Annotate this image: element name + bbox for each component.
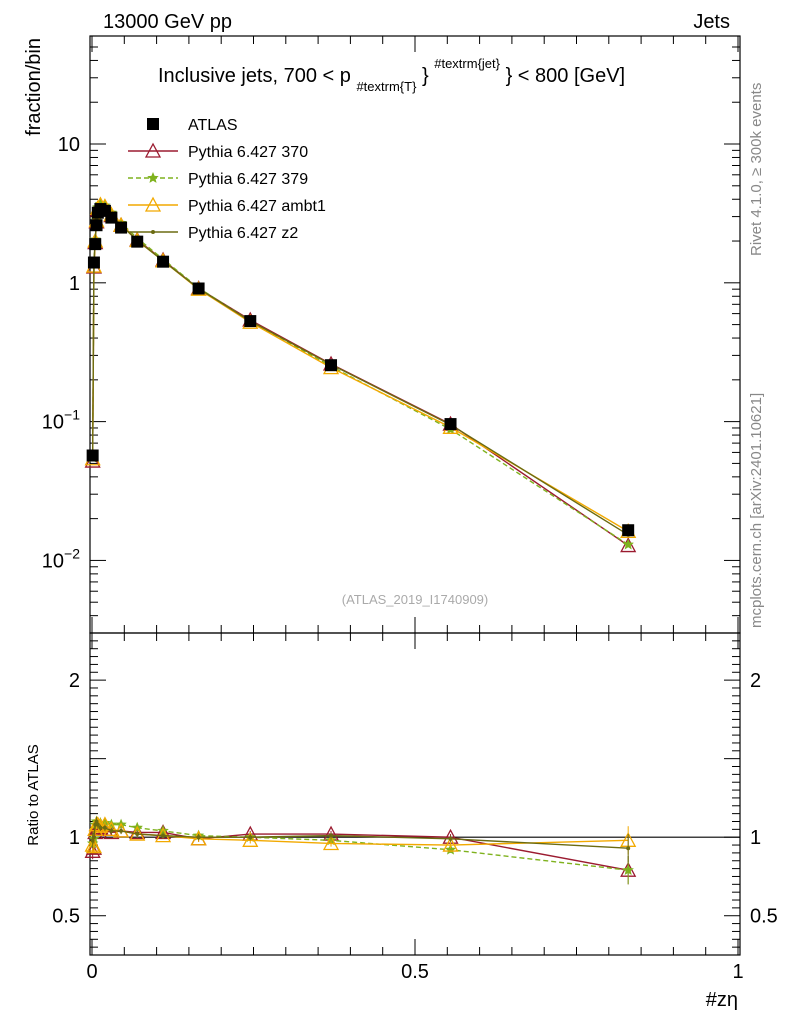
- energy-label: 13000 GeV pp: [103, 11, 232, 33]
- y-axis-label: fraction/bin: [23, 38, 45, 136]
- y-tick-label: 10: [58, 134, 80, 156]
- ratio-point: [442, 836, 459, 852]
- data-point: [444, 418, 457, 431]
- legend-label: Pythia 6.427 z2: [188, 225, 298, 242]
- legend: ATLAS Pythia 6.427 370 Pythia 6.427 379 Pyt…: [128, 117, 326, 242]
- plot-title: Inclusive jets, 700 < p #textrm{T} } #te…: [158, 51, 625, 96]
- data-point: [86, 449, 99, 462]
- ratio-tick-label-left: 1: [69, 827, 80, 849]
- ratio-point: [329, 833, 334, 838]
- legend-marker: [147, 118, 159, 130]
- legend-label: ATLAS: [188, 117, 238, 134]
- ratio-point: [85, 838, 103, 854]
- x-tick-label: 1: [732, 961, 743, 983]
- legend-marker: [144, 196, 162, 212]
- legend-entry: ATLAS: [147, 117, 238, 134]
- y-tick-label: 10−1: [42, 407, 80, 434]
- data-point: [87, 256, 100, 269]
- title-brace: }: [422, 65, 429, 87]
- legend-marker: [151, 230, 155, 234]
- legend-marker: [147, 172, 159, 183]
- data-point: [622, 524, 635, 537]
- ratio-point: [98, 825, 103, 830]
- y-tick-label: 10−2: [42, 545, 80, 572]
- series-pythia-6-427-ambt1: [84, 196, 637, 538]
- series-pythia-6-427-370: [84, 197, 637, 553]
- legend-entry: Pythia 6.427 z2: [128, 225, 298, 242]
- ratio-series-pythia-6-427-379: [86, 815, 634, 885]
- series-line: [91, 203, 629, 532]
- ratio-point: [242, 831, 259, 847]
- series-atlas: [86, 203, 635, 537]
- ratio-tick-label-right: 0.5: [750, 906, 778, 928]
- series-layer: [84, 196, 637, 553]
- data-point: [192, 282, 205, 295]
- data-point: [622, 538, 634, 550]
- ratio-tick-label-right: 2: [750, 670, 761, 692]
- legend-label: Pythia 6.427 370: [188, 144, 308, 161]
- ratio-point: [161, 833, 166, 838]
- data-point: [115, 221, 128, 234]
- legend-entry: Pythia 6.427 ambt1: [128, 196, 326, 215]
- y-tick-label: 1: [69, 273, 80, 295]
- ratio-point: [448, 836, 453, 841]
- title-main: Inclusive jets, 700 < p: [158, 65, 351, 87]
- svg-text:Inclusive jets, 700 < p: Inclusive jets, 700 < p #textrm{T} } #te…: [158, 51, 625, 96]
- series-line: [91, 203, 629, 546]
- data-point: [90, 219, 103, 232]
- x-tick-label: 0: [86, 961, 97, 983]
- legend-entry: Pythia 6.427 370: [128, 142, 308, 161]
- ratio-tick-label-left: 0.5: [52, 906, 80, 928]
- legend-label: Pythia 6.427 379: [188, 171, 308, 188]
- ratio-point: [95, 822, 100, 827]
- ratio-tick-label-right: 1: [750, 827, 761, 849]
- ratio-point: [322, 835, 340, 851]
- ratio-line: [92, 826, 629, 871]
- analysis-id-label: (ATLAS_2019_I1740909): [342, 592, 488, 607]
- data-point: [157, 255, 170, 268]
- ratio-point: [190, 830, 207, 846]
- ratio-series-pythia-6-427-370: [84, 819, 637, 885]
- data-point: [620, 537, 637, 553]
- axes-layer: 0 0.5 1 10−2 10−1 1 10 0.5 0.5 1 1 2 2: [42, 35, 778, 983]
- data-point: [244, 315, 257, 328]
- ratio-point: [102, 825, 107, 830]
- series-line: [91, 204, 629, 547]
- ratio-series-pythia-6-427-z2: [90, 816, 631, 863]
- data-point: [131, 235, 144, 248]
- series-pythia-6-427-379: [86, 197, 634, 550]
- x-axis-label: #zη: [706, 989, 738, 1011]
- ratio-line: [91, 820, 629, 871]
- ratio-y-axis-label: Ratio to ATLAS: [25, 744, 42, 845]
- ratio-point: [622, 864, 634, 876]
- ratio-point: [444, 843, 457, 855]
- ratio-point: [91, 835, 96, 840]
- ratio-plot-frame: [89, 632, 741, 956]
- ratio-point: [129, 824, 146, 840]
- ratio-point: [135, 832, 140, 837]
- series-pythia-6-427-z2: [90, 203, 631, 537]
- ratio-point: [248, 835, 253, 840]
- data-point: [89, 238, 102, 251]
- series-line: [91, 204, 629, 536]
- title-subscript: #textrm{T}: [356, 79, 417, 94]
- category-label: Jets: [693, 11, 730, 33]
- ratio-point: [119, 828, 124, 833]
- legend-label: Pythia 6.427 ambt1: [188, 198, 326, 215]
- source-side-label: mcplots.cern.ch [arXiv:2401.10621]: [748, 393, 765, 628]
- x-tick-label: 0.5: [401, 961, 429, 983]
- legend-entry: Pythia 6.427 379: [128, 171, 308, 188]
- ratio-tick-label-left: 2: [69, 670, 80, 692]
- legend-marker: [144, 142, 162, 158]
- generator-side-label: Rivet 4.1.0, ≥ 300k events: [748, 83, 765, 256]
- ratio-point: [196, 835, 201, 840]
- title-superscript: #textrm{jet}: [434, 56, 500, 71]
- data-point: [105, 211, 118, 224]
- ratio-point: [109, 828, 114, 833]
- title-end: } < 800 [GeV]: [506, 65, 626, 87]
- ratio-point: [626, 846, 631, 851]
- ratio-layer: [84, 815, 637, 885]
- data-point: [325, 359, 338, 372]
